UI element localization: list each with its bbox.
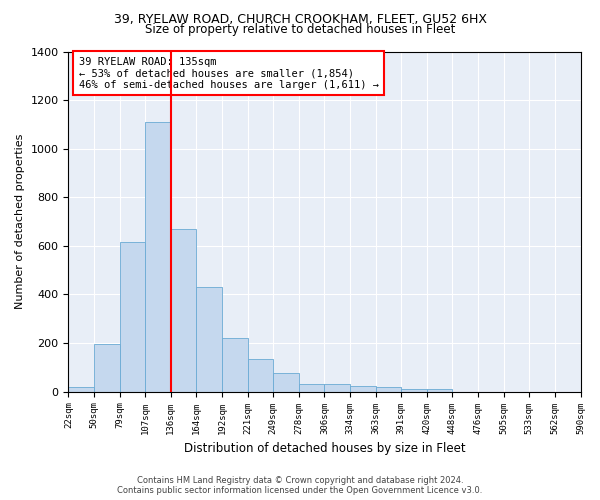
Text: 39 RYELAW ROAD: 135sqm
← 53% of detached houses are smaller (1,854)
46% of semi-: 39 RYELAW ROAD: 135sqm ← 53% of detached… (79, 56, 379, 90)
Bar (401, 390, 427, 392)
Y-axis label: Number of detached properties: Number of detached properties (15, 134, 25, 310)
Bar (325, 384, 350, 392)
Bar (222, 338, 248, 392)
Bar (94, 344, 119, 392)
Bar (350, 386, 376, 392)
Bar (299, 384, 325, 392)
Bar (68, 387, 94, 392)
Bar (273, 374, 299, 392)
Bar (427, 390, 452, 392)
Text: Contains HM Land Registry data © Crown copyright and database right 2024.
Contai: Contains HM Land Registry data © Crown c… (118, 476, 482, 495)
Bar (171, 229, 196, 392)
Bar (145, 122, 171, 392)
Bar (119, 242, 145, 392)
Bar (196, 287, 222, 392)
Bar (376, 388, 401, 392)
Bar (248, 359, 273, 392)
X-axis label: Distribution of detached houses by size in Fleet: Distribution of detached houses by size … (184, 442, 465, 455)
Text: Size of property relative to detached houses in Fleet: Size of property relative to detached ho… (145, 22, 455, 36)
Text: 39, RYELAW ROAD, CHURCH CROOKHAM, FLEET, GU52 6HX: 39, RYELAW ROAD, CHURCH CROOKHAM, FLEET,… (113, 12, 487, 26)
